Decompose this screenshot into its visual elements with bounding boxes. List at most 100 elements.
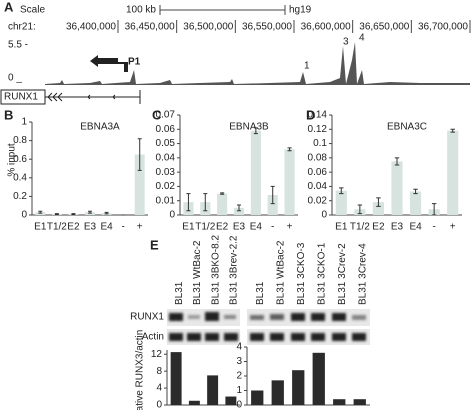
error-bar	[270, 185, 275, 205]
lane-label: BL31	[255, 281, 266, 305]
blot	[247, 329, 370, 345]
bar	[267, 195, 278, 215]
error-bar	[376, 197, 381, 207]
x-tick-label: E1	[335, 222, 348, 233]
error-bar	[186, 193, 191, 212]
bar	[447, 130, 459, 215]
y-tick-label: 0.4	[13, 172, 27, 183]
y-tick-label: 0.12	[308, 124, 328, 135]
lane-label: BL31 3BKO-8.2	[210, 235, 221, 305]
y-axis-label: % input	[7, 143, 18, 177]
error-bar	[450, 128, 455, 133]
bar	[333, 399, 346, 405]
y-tick-label: 1	[21, 117, 27, 128]
bar	[335, 190, 347, 215]
error-bar	[38, 210, 43, 214]
coordinate-label: 36,450,000	[125, 22, 175, 33]
bar	[251, 390, 264, 405]
lane-label: BL31 WtBac-2	[275, 240, 286, 305]
error-bar	[203, 193, 208, 212]
x-tick-label: +	[137, 222, 143, 233]
lane-label: BL31 3Brev-2.2	[229, 235, 240, 305]
x-tick-label: E2	[67, 222, 80, 233]
error-bar	[357, 204, 363, 215]
y-tick-label: 0.06	[308, 167, 328, 178]
y-tick-label: 0.07	[156, 110, 176, 121]
y-tick-label: 0.04	[156, 152, 176, 163]
bar	[271, 380, 284, 405]
x-tick-label: +	[287, 222, 293, 233]
bar	[134, 154, 145, 215]
y-tick-label: 0.14	[308, 110, 328, 121]
bar	[188, 400, 200, 405]
y-tick-label: 0.1	[313, 138, 327, 149]
blot-row-label: RUNX1	[130, 312, 164, 323]
y-tick-label: 4	[156, 383, 162, 394]
panel-label: A	[4, 0, 14, 14]
x-tick-label: E1	[34, 222, 47, 233]
x-tick-label: -	[432, 222, 435, 233]
coordinate-label: 36,650,000	[359, 22, 409, 33]
coordinate-label: 36,700,000	[418, 22, 468, 33]
error-bar	[253, 127, 258, 135]
error-bar	[287, 147, 292, 152]
lane-label: BL31 3Crev-2	[337, 243, 348, 305]
assembly-label: hg19	[289, 5, 312, 16]
error-bar	[236, 204, 242, 212]
y-tick-label: 0.03	[156, 167, 176, 178]
bar	[217, 193, 228, 215]
lane-label: BL31	[174, 281, 185, 305]
x-tick-label: E1	[182, 222, 195, 233]
coordinate-label: 36,500,000	[183, 22, 233, 33]
y-tick-label: 0	[21, 210, 27, 221]
y-tick-label: 4	[236, 342, 242, 353]
gene-model	[45, 90, 141, 104]
blot-row-label: Actin	[142, 332, 164, 343]
y-tick-label: 0	[236, 400, 242, 410]
bar	[292, 370, 305, 405]
bar	[312, 352, 325, 405]
y-tick-label: 3	[236, 356, 242, 367]
y-tick-label: 12	[151, 349, 163, 360]
x-tick-label: E2	[216, 222, 229, 233]
lane-label: BL31 3CKO-1	[316, 242, 327, 305]
error-bar	[54, 213, 59, 216]
peak-label: 1	[304, 61, 310, 72]
y-tick-label: 0.8	[13, 135, 27, 146]
chart-title: EBNA3B	[229, 122, 269, 133]
track-max: 5.5 -	[8, 40, 28, 51]
peak-label: 3	[343, 37, 349, 48]
y-tick-label: 0.2	[13, 191, 27, 202]
error-bar	[104, 211, 109, 215]
x-tick-label: T1/2	[195, 222, 215, 233]
error-bar	[137, 138, 142, 171]
x-tick-label: E4	[250, 222, 263, 233]
bar	[391, 161, 403, 215]
promoter-arrow	[90, 55, 128, 72]
bar	[284, 149, 295, 215]
error-bar	[339, 187, 344, 195]
y-tick-label: 0.6	[13, 154, 27, 165]
lane-label: BL31 WtBac-2	[192, 240, 203, 305]
error-bar	[431, 203, 437, 216]
x-tick-label: T1/2	[350, 222, 370, 233]
y-tick-label: 0.02	[156, 181, 176, 192]
error-bar	[394, 157, 400, 166]
lane-label: BL31 3Crev-4	[357, 243, 368, 305]
y-tick-label: 1	[236, 385, 242, 396]
chrom-label: chr21:	[8, 22, 36, 33]
scale-bar-label: 100 kb	[126, 5, 156, 16]
panel-label: E	[150, 237, 159, 252]
promoter-label: P1	[128, 57, 141, 68]
y-tick-label: 0	[169, 210, 175, 221]
error-bar	[413, 188, 418, 195]
error-bar	[220, 192, 225, 195]
chart-title: EBNA3A	[80, 122, 120, 133]
x-tick-label: E4	[100, 222, 113, 233]
coordinate-label: 36,550,000	[242, 22, 292, 33]
y-tick-label: 2	[236, 371, 242, 382]
x-tick-label: E3	[233, 222, 246, 233]
lane-label: BL31 3CKO-3	[296, 242, 307, 305]
x-tick-label: -	[271, 222, 274, 233]
y-tick-label: 0.02	[308, 195, 328, 206]
